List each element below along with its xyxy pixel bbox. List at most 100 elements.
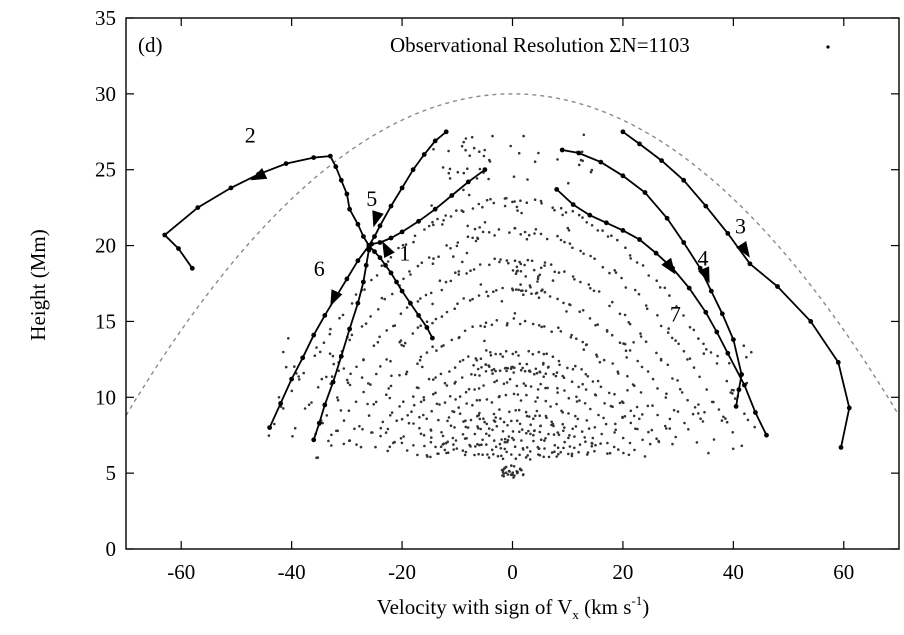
scatter-point bbox=[590, 441, 594, 445]
scatter-point bbox=[449, 424, 453, 428]
scatter-point bbox=[498, 408, 501, 411]
scatter-point bbox=[585, 419, 589, 422]
trajectory-point bbox=[355, 258, 361, 264]
scatter-point bbox=[668, 294, 671, 297]
scatter-point bbox=[499, 258, 502, 261]
scatter-point bbox=[688, 325, 692, 329]
scatter-point bbox=[423, 444, 426, 448]
scatter-point bbox=[550, 330, 553, 334]
scatter-point bbox=[471, 403, 474, 407]
scatter-point bbox=[569, 303, 572, 307]
scatter-point bbox=[514, 288, 518, 291]
scatter-point bbox=[432, 223, 435, 227]
scatter-point bbox=[623, 342, 627, 346]
panel-label: (d) bbox=[138, 33, 163, 57]
scatter-point bbox=[379, 426, 383, 430]
scatter-point bbox=[584, 388, 588, 391]
scatter-point bbox=[524, 289, 528, 293]
scatter-point bbox=[524, 410, 528, 414]
scatter-point bbox=[395, 419, 399, 423]
scatter-point bbox=[493, 257, 497, 261]
scatter-point bbox=[416, 362, 419, 366]
scatter-point bbox=[514, 409, 517, 412]
scatter-point bbox=[342, 367, 346, 370]
scatter-point bbox=[528, 458, 532, 461]
scatter-point bbox=[656, 314, 659, 317]
trajectory-point bbox=[394, 279, 399, 285]
scatter-point bbox=[522, 134, 525, 138]
trajectory-label: 4 bbox=[698, 245, 709, 270]
scatter-point bbox=[557, 452, 560, 456]
trajectory-label: 2 bbox=[245, 122, 256, 147]
scatter-point bbox=[419, 355, 423, 359]
scatter-point bbox=[574, 425, 578, 428]
scatter-point bbox=[520, 428, 524, 431]
scatter-point bbox=[545, 352, 548, 356]
trajectory-line bbox=[163, 155, 370, 269]
scatter-point bbox=[495, 319, 499, 322]
scatter-point bbox=[559, 238, 563, 242]
scatter-point bbox=[641, 438, 644, 442]
scatter-point bbox=[267, 434, 271, 437]
scatter-point bbox=[318, 350, 322, 354]
scatter-point bbox=[440, 288, 444, 292]
scatter-point bbox=[449, 247, 452, 250]
scatter-point bbox=[347, 409, 351, 413]
scatter-point bbox=[475, 177, 479, 180]
scatter-point bbox=[315, 346, 318, 349]
trajectory-point bbox=[747, 261, 753, 267]
scatter-point bbox=[590, 224, 594, 227]
scatter-point bbox=[556, 297, 559, 301]
scatter-point bbox=[512, 438, 515, 442]
scatter-point bbox=[509, 473, 513, 477]
scatter-point bbox=[336, 398, 340, 402]
direction-arrowhead bbox=[372, 210, 384, 228]
trajectory-point bbox=[449, 193, 455, 198]
scatter-point bbox=[629, 409, 633, 413]
trajectory-point bbox=[369, 241, 375, 247]
direction-arrowhead bbox=[330, 289, 343, 307]
scatter-point bbox=[481, 205, 484, 209]
scatter-point bbox=[526, 178, 529, 181]
scatter-point bbox=[695, 441, 699, 444]
scatter-point bbox=[479, 324, 482, 328]
scatter-point bbox=[529, 432, 532, 436]
scatter-point bbox=[553, 444, 557, 447]
scatter-point bbox=[507, 469, 511, 473]
scatter-points bbox=[267, 133, 756, 479]
scatter-point bbox=[429, 428, 433, 432]
scatter-point bbox=[466, 167, 469, 170]
scatter-point bbox=[387, 387, 391, 390]
scatter-point bbox=[569, 336, 573, 339]
scatter-point bbox=[712, 438, 716, 441]
scatter-point bbox=[697, 337, 700, 340]
trajectory-point bbox=[697, 265, 703, 271]
legend-point-marker bbox=[826, 45, 830, 49]
scatter-point bbox=[517, 408, 521, 412]
scatter-point bbox=[536, 280, 539, 283]
scatter-point bbox=[456, 302, 459, 306]
trajectory-2: 2 bbox=[162, 122, 372, 271]
scatter-point bbox=[637, 292, 641, 296]
scatter-point bbox=[521, 448, 525, 451]
scatter-point bbox=[478, 263, 482, 266]
scatter-point bbox=[716, 354, 719, 358]
scatter-point bbox=[437, 255, 440, 258]
scatter-point bbox=[668, 417, 672, 421]
scatter-point bbox=[480, 443, 483, 447]
scatter-point bbox=[511, 430, 515, 433]
trajectory-line bbox=[268, 245, 370, 428]
scatter-point bbox=[431, 302, 434, 306]
scatter-point bbox=[580, 368, 583, 371]
scatter-point bbox=[589, 254, 592, 258]
scatter-point bbox=[490, 369, 494, 372]
scatter-point bbox=[493, 234, 496, 237]
trajectory-point bbox=[327, 153, 333, 159]
trajectory-point bbox=[388, 203, 394, 209]
scatter-point bbox=[483, 148, 487, 152]
scatter-point bbox=[551, 355, 555, 359]
scatter-point bbox=[562, 446, 565, 450]
scatter-point bbox=[430, 436, 433, 439]
scatter-point bbox=[468, 443, 471, 447]
